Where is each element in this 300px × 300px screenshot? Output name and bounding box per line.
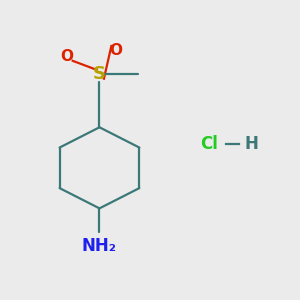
Text: NH₂: NH₂: [82, 237, 117, 255]
Text: Cl: Cl: [200, 135, 218, 153]
Text: O: O: [60, 49, 73, 64]
Text: H: H: [244, 135, 258, 153]
Text: S: S: [93, 65, 106, 83]
Text: O: O: [109, 43, 122, 58]
